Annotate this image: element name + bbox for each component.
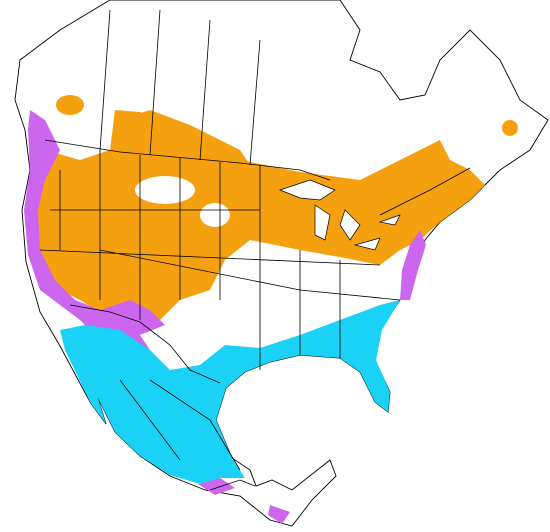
- lake: [278, 179, 401, 251]
- breeding-range-north: [118, 110, 250, 165]
- country-border: [44, 139, 471, 491]
- year-round-east: [400, 230, 426, 300]
- breeding-patch: [56, 95, 84, 115]
- breeding-patch: [502, 120, 518, 136]
- year-round-range: [24, 110, 165, 365]
- gap: [135, 176, 195, 204]
- state-border: [39, 9, 401, 471]
- winter-range: [60, 300, 400, 484]
- year-round-south: [198, 478, 290, 524]
- gap: [200, 203, 230, 227]
- breeding-range: [32, 110, 485, 320]
